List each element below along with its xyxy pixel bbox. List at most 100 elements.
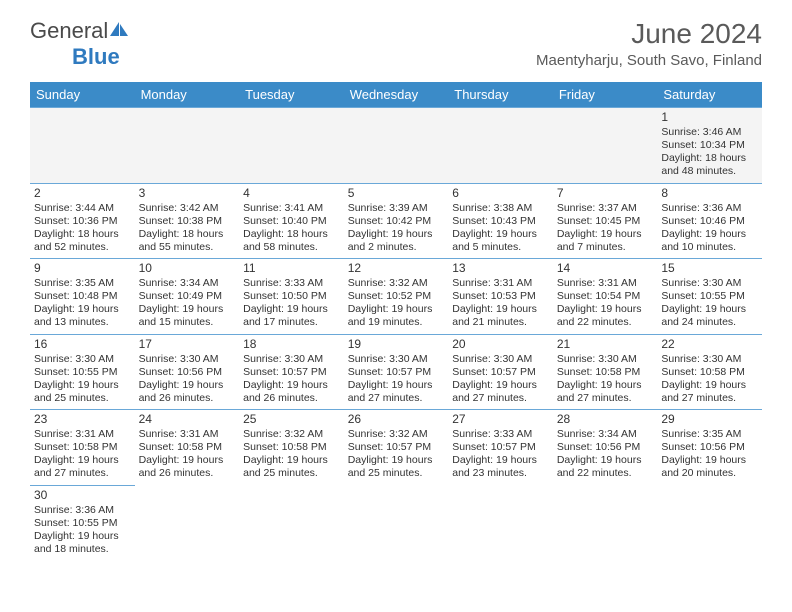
day-info-line: and 27 minutes. <box>348 392 445 405</box>
calendar-cell: 16Sunrise: 3:30 AMSunset: 10:55 PMDaylig… <box>30 334 135 410</box>
day-info-line: Daylight: 19 hours <box>661 228 758 241</box>
day-info-line: Sunrise: 3:31 AM <box>557 277 654 290</box>
day-number: 29 <box>661 412 758 427</box>
day-info-line: Daylight: 19 hours <box>34 530 131 543</box>
logo-word1: General <box>30 18 108 43</box>
day-header: Friday <box>553 82 658 108</box>
calendar-cell: 14Sunrise: 3:31 AMSunset: 10:54 PMDaylig… <box>553 259 658 335</box>
day-info-line: Sunrise: 3:36 AM <box>661 202 758 215</box>
day-info-line: and 2 minutes. <box>348 241 445 254</box>
day-info-line: Daylight: 19 hours <box>661 303 758 316</box>
day-info-line: Sunrise: 3:31 AM <box>452 277 549 290</box>
day-number: 11 <box>243 261 340 276</box>
day-info-line: Sunset: 10:58 PM <box>557 366 654 379</box>
day-info-line: and 27 minutes. <box>34 467 131 480</box>
day-info-line: Sunrise: 3:30 AM <box>661 353 758 366</box>
day-info-line: Sunset: 10:56 PM <box>661 441 758 454</box>
day-info-line: Sunset: 10:58 PM <box>661 366 758 379</box>
day-info-line: and 21 minutes. <box>452 316 549 329</box>
day-info-line: Sunset: 10:45 PM <box>557 215 654 228</box>
calendar-row: 1Sunrise: 3:46 AMSunset: 10:34 PMDayligh… <box>30 108 762 184</box>
day-number: 13 <box>452 261 549 276</box>
day-number: 19 <box>348 337 445 352</box>
day-info-line: Sunset: 10:54 PM <box>557 290 654 303</box>
day-info-line: Daylight: 19 hours <box>34 379 131 392</box>
day-header: Monday <box>135 82 240 108</box>
calendar-row: 30Sunrise: 3:36 AMSunset: 10:55 PMDaylig… <box>30 485 762 560</box>
day-info-line: Daylight: 19 hours <box>452 454 549 467</box>
day-number: 22 <box>661 337 758 352</box>
day-number: 1 <box>661 110 758 125</box>
day-info-line: and 7 minutes. <box>557 241 654 254</box>
day-number: 10 <box>139 261 236 276</box>
calendar-cell: 27Sunrise: 3:33 AMSunset: 10:57 PMDaylig… <box>448 410 553 486</box>
calendar-cell: 8Sunrise: 3:36 AMSunset: 10:46 PMDayligh… <box>657 183 762 259</box>
day-header: Wednesday <box>344 82 449 108</box>
day-info-line: Daylight: 19 hours <box>34 454 131 467</box>
calendar-cell: 3Sunrise: 3:42 AMSunset: 10:38 PMDayligh… <box>135 183 240 259</box>
day-info-line: Daylight: 18 hours <box>34 228 131 241</box>
day-info-line: and 25 minutes. <box>243 467 340 480</box>
day-info-line: Daylight: 19 hours <box>452 303 549 316</box>
day-info-line: Sunset: 10:58 PM <box>243 441 340 454</box>
day-info-line: Daylight: 18 hours <box>243 228 340 241</box>
calendar-cell <box>30 108 135 184</box>
calendar-cell: 5Sunrise: 3:39 AMSunset: 10:42 PMDayligh… <box>344 183 449 259</box>
day-info-line: Sunset: 10:58 PM <box>139 441 236 454</box>
day-number: 2 <box>34 186 131 201</box>
day-number: 9 <box>34 261 131 276</box>
day-header: Tuesday <box>239 82 344 108</box>
calendar-row: 2Sunrise: 3:44 AMSunset: 10:36 PMDayligh… <box>30 183 762 259</box>
day-header: Thursday <box>448 82 553 108</box>
day-info-line: Daylight: 19 hours <box>139 303 236 316</box>
day-info-line: Sunrise: 3:34 AM <box>557 428 654 441</box>
day-info-line: and 15 minutes. <box>139 316 236 329</box>
logo-text: General Blue <box>30 18 130 70</box>
calendar-cell <box>553 108 658 184</box>
calendar-cell <box>239 485 344 560</box>
day-info-line: and 26 minutes. <box>243 392 340 405</box>
day-info-line: Daylight: 19 hours <box>243 454 340 467</box>
calendar-cell: 7Sunrise: 3:37 AMSunset: 10:45 PMDayligh… <box>553 183 658 259</box>
calendar-cell: 2Sunrise: 3:44 AMSunset: 10:36 PMDayligh… <box>30 183 135 259</box>
day-info-line: and 26 minutes. <box>139 467 236 480</box>
day-info-line: Sunrise: 3:33 AM <box>452 428 549 441</box>
day-info-line: Daylight: 19 hours <box>661 379 758 392</box>
calendar-cell: 30Sunrise: 3:36 AMSunset: 10:55 PMDaylig… <box>30 485 135 560</box>
day-number: 20 <box>452 337 549 352</box>
day-info-line: Sunrise: 3:35 AM <box>34 277 131 290</box>
calendar-cell <box>344 108 449 184</box>
day-info-line: and 13 minutes. <box>34 316 131 329</box>
day-number: 21 <box>557 337 654 352</box>
calendar-cell <box>553 485 658 560</box>
day-info-line: Sunset: 10:49 PM <box>139 290 236 303</box>
day-info-line: and 19 minutes. <box>348 316 445 329</box>
day-number: 6 <box>452 186 549 201</box>
day-info-line: Sunset: 10:52 PM <box>348 290 445 303</box>
day-number: 18 <box>243 337 340 352</box>
calendar-cell: 26Sunrise: 3:32 AMSunset: 10:57 PMDaylig… <box>344 410 449 486</box>
calendar-cell: 19Sunrise: 3:30 AMSunset: 10:57 PMDaylig… <box>344 334 449 410</box>
calendar-cell: 28Sunrise: 3:34 AMSunset: 10:56 PMDaylig… <box>553 410 658 486</box>
logo-word2: Blue <box>72 44 120 69</box>
day-info-line: Daylight: 19 hours <box>34 303 131 316</box>
day-info-line: Daylight: 19 hours <box>557 379 654 392</box>
day-info-line: and 58 minutes. <box>243 241 340 254</box>
day-info-line: Daylight: 19 hours <box>452 379 549 392</box>
day-info-line: and 23 minutes. <box>452 467 549 480</box>
day-info-line: Sunset: 10:57 PM <box>243 366 340 379</box>
logo-sail-icon <box>108 18 130 44</box>
day-info-line: Sunrise: 3:30 AM <box>139 353 236 366</box>
day-number: 23 <box>34 412 131 427</box>
day-number: 14 <box>557 261 654 276</box>
header-right: June 2024 Maentyharju, South Savo, Finla… <box>536 18 762 69</box>
day-info-line: Sunset: 10:57 PM <box>452 366 549 379</box>
calendar-cell: 15Sunrise: 3:30 AMSunset: 10:55 PMDaylig… <box>657 259 762 335</box>
calendar-cell: 20Sunrise: 3:30 AMSunset: 10:57 PMDaylig… <box>448 334 553 410</box>
day-info-line: Sunset: 10:56 PM <box>557 441 654 454</box>
day-info-line: Sunrise: 3:33 AM <box>243 277 340 290</box>
day-info-line: Sunset: 10:50 PM <box>243 290 340 303</box>
day-info-line: and 26 minutes. <box>139 392 236 405</box>
calendar-cell: 13Sunrise: 3:31 AMSunset: 10:53 PMDaylig… <box>448 259 553 335</box>
day-info-line: Sunrise: 3:31 AM <box>139 428 236 441</box>
